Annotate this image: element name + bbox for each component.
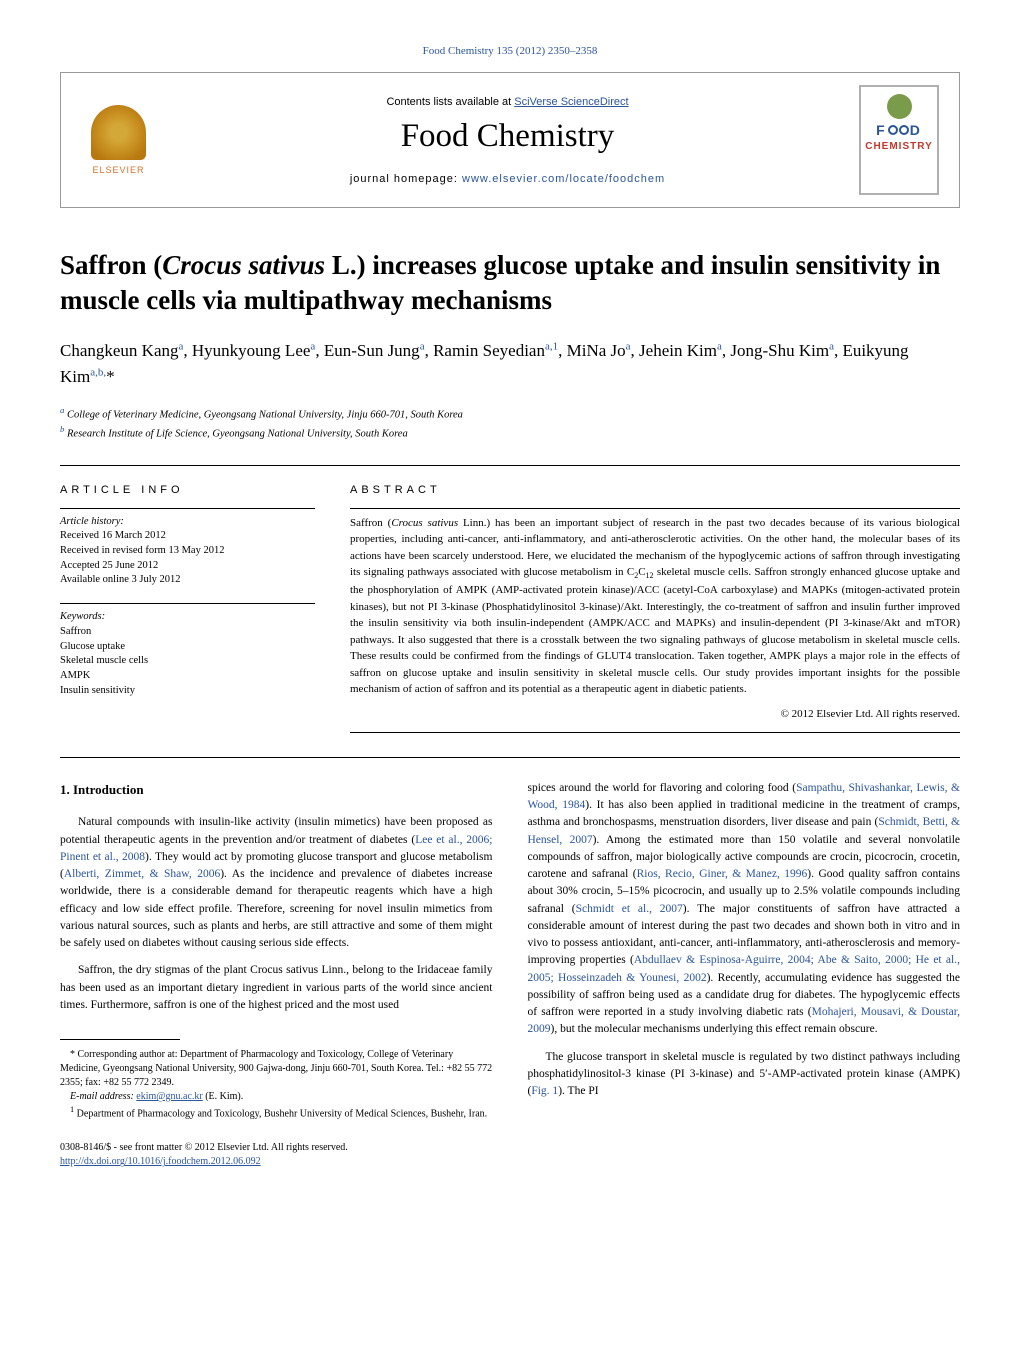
title-prefix: Saffron ( [60, 250, 162, 280]
right-column: spices around the world for flavoring an… [528, 780, 961, 1170]
sciencedirect-link[interactable]: SciVerse ScienceDirect [514, 96, 628, 108]
received-date: Received 16 March 2012 [60, 529, 315, 544]
elsevier-tree-icon [91, 105, 146, 160]
cover-food-text: FD [876, 122, 922, 138]
authors-list: Changkeun Kanga, Hyunkyoung Leea, Eun-Su… [60, 338, 960, 389]
title-species: Crocus sativus [162, 250, 325, 280]
header-center: Contents lists available at SciVerse Sci… [156, 96, 859, 185]
contents-prefix: Contents lists available at [386, 96, 514, 108]
keyword: Saffron [60, 625, 315, 640]
main-content: 1. Introduction Natural compounds with i… [60, 780, 960, 1170]
section-divider [60, 757, 960, 758]
elsevier-logo: ELSEVIER [81, 95, 156, 185]
homepage-line: journal homepage: www.elsevier.com/locat… [156, 173, 859, 185]
journal-header: ELSEVIER Contents lists available at Sci… [60, 72, 960, 208]
corresponding-author-footnote: * Corresponding author at: Department of… [60, 1048, 493, 1090]
online-date: Available online 3 July 2012 [60, 573, 315, 588]
info-divider [350, 508, 960, 509]
copyright: © 2012 Elsevier Ltd. All rights reserved… [350, 708, 960, 720]
keyword: Insulin sensitivity [60, 684, 315, 699]
info-divider [60, 508, 315, 509]
email-label: E-mail address: [70, 1091, 136, 1102]
introduction-heading: 1. Introduction [60, 780, 493, 800]
abstract-column: ABSTRACT Saffron (Crocus sativus Linn.) … [350, 484, 960, 739]
publisher-name: ELSEVIER [92, 165, 144, 175]
email-suffix: (E. Kim). [203, 1091, 244, 1102]
homepage-link[interactable]: www.elsevier.com/locate/foodchem [462, 173, 665, 185]
bottom-info: 0308-8146/$ - see front matter © 2012 El… [60, 1141, 493, 1169]
cover-chem-text: CHEMISTRY [865, 141, 933, 152]
email-footnote: E-mail address: ekim@gnu.ac.kr (E. Kim). [60, 1090, 493, 1104]
intro-para-4: The glucose transport in skeletal muscle… [528, 1049, 961, 1101]
footnote-1: 1 Department of Pharmacology and Toxicol… [60, 1104, 493, 1121]
article-history: Article history: Received 16 March 2012 … [60, 515, 315, 588]
abstract-heading: ABSTRACT [350, 484, 960, 496]
keyword: Skeletal muscle cells [60, 654, 315, 669]
intro-para-1: Natural compounds with insulin-like acti… [60, 814, 493, 952]
history-label: Article history: [60, 515, 315, 530]
keywords-block: Keywords: Saffron Glucose uptake Skeleta… [60, 610, 315, 698]
section-divider [60, 465, 960, 466]
intro-para-2: Saffron, the dry stigmas of the plant Cr… [60, 962, 493, 1014]
contents-line: Contents lists available at SciVerse Sci… [156, 96, 859, 108]
affiliation-a: a College of Veterinary Medicine, Gyeong… [60, 404, 960, 423]
issn-line: 0308-8146/$ - see front matter © 2012 El… [60, 1141, 493, 1155]
footnote-divider [60, 1039, 180, 1040]
cover-sun-icon [887, 94, 912, 119]
logo-f: F [876, 122, 887, 138]
keyword: AMPK [60, 669, 315, 684]
homepage-prefix: journal homepage: [350, 173, 462, 185]
left-column: 1. Introduction Natural compounds with i… [60, 780, 493, 1170]
intro-para-3: spices around the world for flavoring an… [528, 780, 961, 1039]
journal-title: Food Chemistry [156, 118, 859, 155]
email-link[interactable]: ekim@gnu.ac.kr [136, 1091, 202, 1102]
logo-o2-icon [899, 125, 909, 135]
article-info-column: ARTICLE INFO Article history: Received 1… [60, 484, 315, 739]
affiliation-b: b Research Institute of Life Science, Gy… [60, 423, 960, 442]
revised-date: Received in revised form 13 May 2012 [60, 544, 315, 559]
keywords-label: Keywords: [60, 610, 315, 625]
doi-link[interactable]: http://dx.doi.org/10.1016/j.foodchem.201… [60, 1156, 261, 1167]
affiliations: a College of Veterinary Medicine, Gyeong… [60, 404, 960, 443]
journal-reference[interactable]: Food Chemistry 135 (2012) 2350–2358 [60, 45, 960, 57]
keyword: Glucose uptake [60, 640, 315, 655]
abstract-text: Saffron (Crocus sativus Linn.) has been … [350, 515, 960, 698]
article-title: Saffron (Crocus sativus L.) increases gl… [60, 248, 960, 318]
article-info-heading: ARTICLE INFO [60, 484, 315, 496]
info-divider [60, 603, 315, 604]
info-divider [350, 732, 960, 733]
logo-d: D [910, 122, 922, 138]
food-chemistry-cover-icon: FD CHEMISTRY [859, 85, 939, 195]
logo-o1-icon [888, 125, 898, 135]
accepted-date: Accepted 25 June 2012 [60, 559, 315, 574]
